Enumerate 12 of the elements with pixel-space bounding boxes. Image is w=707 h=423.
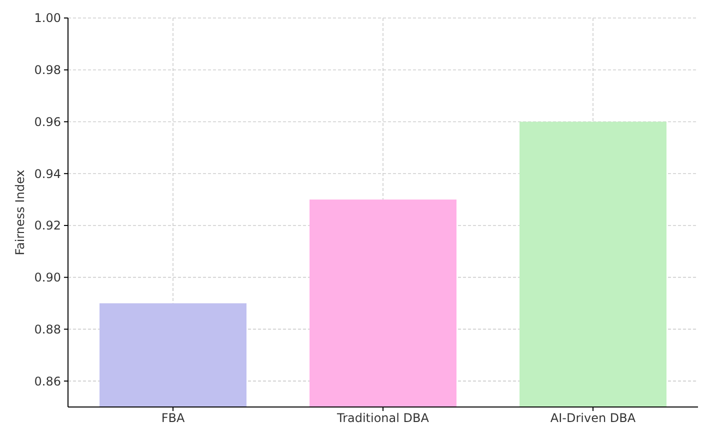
- y-tick-label: 0.98: [34, 63, 61, 78]
- x-tick-label: FBA: [161, 411, 186, 423]
- y-tick-label: 0.86: [34, 374, 61, 388]
- y-tick-label: 0.94: [34, 166, 61, 181]
- x-tick-label: Traditional DBA: [336, 411, 430, 423]
- y-tick-label: 0.90: [34, 270, 61, 285]
- y-tick-label: 0.96: [34, 114, 61, 129]
- y-tick-label: 0.88: [34, 322, 61, 336]
- y-tick-label: 0.92: [34, 218, 61, 233]
- x-tick-label: AI-Driven DBA: [550, 411, 636, 423]
- y-axis-title: Fairness Index: [13, 170, 27, 256]
- y-tick-label: 1.00: [34, 11, 61, 26]
